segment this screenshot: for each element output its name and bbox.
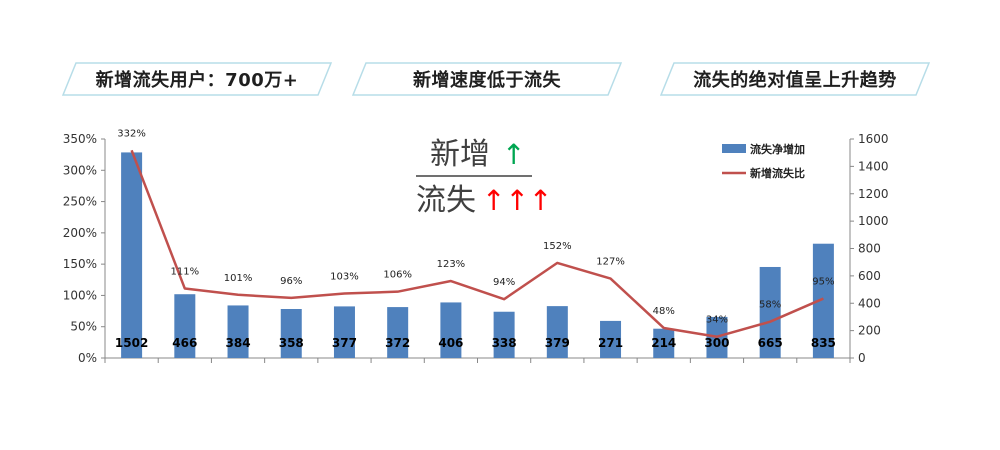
bar-value-label: 379 [545, 336, 570, 350]
right-tick-label: 1200 [858, 187, 889, 201]
bar-series [121, 152, 834, 358]
bar-value-label: 835 [811, 336, 836, 350]
bar [121, 152, 143, 358]
right-tick-label: 1600 [858, 132, 889, 146]
line-value-label: 106% [383, 270, 412, 281]
left-tick-label: 350% [63, 132, 97, 146]
left-tick-label: 50% [70, 320, 97, 334]
bar-value-label: 384 [226, 336, 251, 350]
overlay-top-word: 新增 [430, 137, 490, 172]
banner-frame [660, 62, 930, 96]
bar [600, 320, 622, 358]
legend-bar-swatch [722, 144, 746, 153]
left-tick-label: 0% [78, 351, 97, 365]
right-tick-label: 0 [858, 351, 866, 365]
line-value-label: 127% [596, 257, 625, 268]
banner-text: 流失的绝对值呈上升趋势 [693, 70, 897, 91]
bar-value-label: 372 [385, 336, 410, 350]
bar [812, 243, 834, 358]
bar-value-label: 300 [704, 336, 729, 350]
left-tick-label: 250% [63, 195, 97, 209]
bar-value-label: 1502 [115, 336, 148, 350]
right-tick-label: 800 [858, 242, 881, 256]
line-series [130, 149, 824, 338]
legend: 流失净增加 新增流失比 [722, 142, 805, 180]
left-tick-label: 150% [63, 257, 97, 271]
bar [653, 328, 675, 358]
banner-growth-speed: 新增速度低于流失 [352, 62, 622, 96]
bar-value-label: 271 [598, 336, 623, 350]
bar [174, 294, 196, 358]
banner-frame [352, 62, 622, 96]
bar [440, 302, 462, 358]
banner-absolute-rise: 流失的绝对值呈上升趋势 [660, 62, 930, 96]
left-tick-label: 200% [63, 226, 97, 240]
banner-frame [62, 62, 332, 96]
right-tick-label: 400 [858, 296, 881, 310]
bar-value-label: 338 [492, 336, 517, 350]
right-tick-label: 1400 [858, 159, 889, 173]
bar-value-label: 406 [438, 336, 463, 350]
line-value-label: 94% [493, 277, 515, 288]
bar [387, 307, 409, 358]
overlay-comparison: 新增 ↑ 流失 ↑↑↑ [416, 137, 552, 218]
bar-value-label: 358 [279, 336, 304, 350]
line-value-label: 111% [171, 267, 200, 278]
line-value-label: 101% [224, 273, 253, 284]
line-value-label: 332% [117, 128, 146, 139]
left-tick-label: 300% [63, 163, 97, 177]
line-value-label: 103% [330, 272, 359, 283]
line-path [130, 149, 824, 338]
line-value-label: 34% [706, 315, 728, 326]
bar-value-label: 665 [758, 336, 783, 350]
line-value-label: 58% [759, 300, 781, 311]
data-labels: 1502 466 384 358 377 372 406 338 379 271 214 300 665… [115, 128, 836, 350]
bar-value-label: 466 [172, 336, 197, 350]
line-value-label: 48% [653, 306, 675, 317]
bar-value-label: 214 [651, 336, 676, 350]
overlay-bottom-word: 流失 [416, 183, 476, 218]
right-tick-label: 600 [858, 269, 881, 283]
green-up-arrow-icon: ↑ [502, 138, 525, 171]
legend-line-label: 新增流失比 [750, 166, 805, 180]
red-up-arrows-icon: ↑↑↑ [482, 184, 552, 217]
bar [227, 305, 249, 358]
bar [333, 306, 355, 358]
bar [280, 308, 302, 358]
left-tick-label: 100% [63, 288, 97, 302]
line-value-label: 123% [437, 259, 466, 270]
line-value-label: 96% [280, 276, 302, 287]
right-tick-label: 200 [858, 324, 881, 338]
bar [546, 306, 568, 358]
bar [493, 311, 515, 358]
right-axis: 0 200 400 600 800 1000 1200 1400 1600 [849, 132, 889, 365]
banner-new-lost-users: 新增流失用户：700万+ [62, 62, 332, 96]
line-value-label: 152% [543, 241, 572, 252]
line-value-label: 95% [812, 277, 834, 288]
banner-text: 新增速度低于流失 [413, 70, 561, 91]
right-tick-label: 1000 [858, 214, 889, 228]
bar [759, 266, 781, 358]
legend-bar-label: 流失净增加 [750, 142, 805, 156]
banner-text: 新增流失用户：700万+ [95, 70, 299, 91]
bar-value-label: 377 [332, 336, 357, 350]
